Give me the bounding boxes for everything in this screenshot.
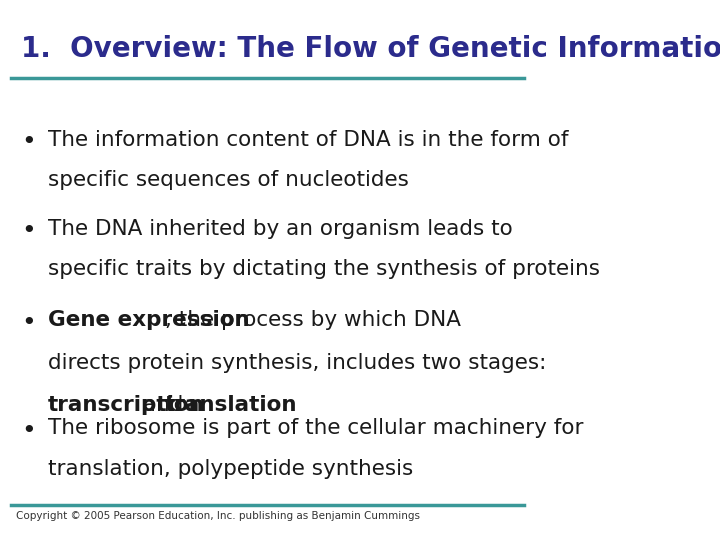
Text: specific sequences of nucleotides: specific sequences of nucleotides [48, 170, 409, 190]
Text: , the process by which DNA: , the process by which DNA [166, 310, 462, 330]
Text: and: and [136, 395, 191, 415]
Text: •: • [22, 130, 36, 153]
Text: 1.  Overview: The Flow of Genetic Information: 1. Overview: The Flow of Genetic Informa… [22, 35, 720, 63]
Text: •: • [22, 418, 36, 442]
Text: The DNA inherited by an organism leads to: The DNA inherited by an organism leads t… [48, 219, 513, 239]
Text: transcription: transcription [48, 395, 205, 415]
Text: Copyright © 2005 Pearson Education, Inc. publishing as Benjamin Cummings: Copyright © 2005 Pearson Education, Inc.… [16, 511, 420, 522]
Text: •: • [22, 219, 36, 242]
Text: translation, polypeptide synthesis: translation, polypeptide synthesis [48, 459, 413, 479]
Text: •: • [22, 310, 36, 334]
Text: directs protein synthesis, includes two stages:: directs protein synthesis, includes two … [48, 353, 546, 373]
Text: Gene expression: Gene expression [48, 310, 250, 330]
Text: The ribosome is part of the cellular machinery for: The ribosome is part of the cellular mac… [48, 418, 584, 438]
Text: specific traits by dictating the synthesis of proteins: specific traits by dictating the synthes… [48, 259, 600, 279]
Text: The information content of DNA is in the form of: The information content of DNA is in the… [48, 130, 569, 150]
Text: translation: translation [165, 395, 297, 415]
